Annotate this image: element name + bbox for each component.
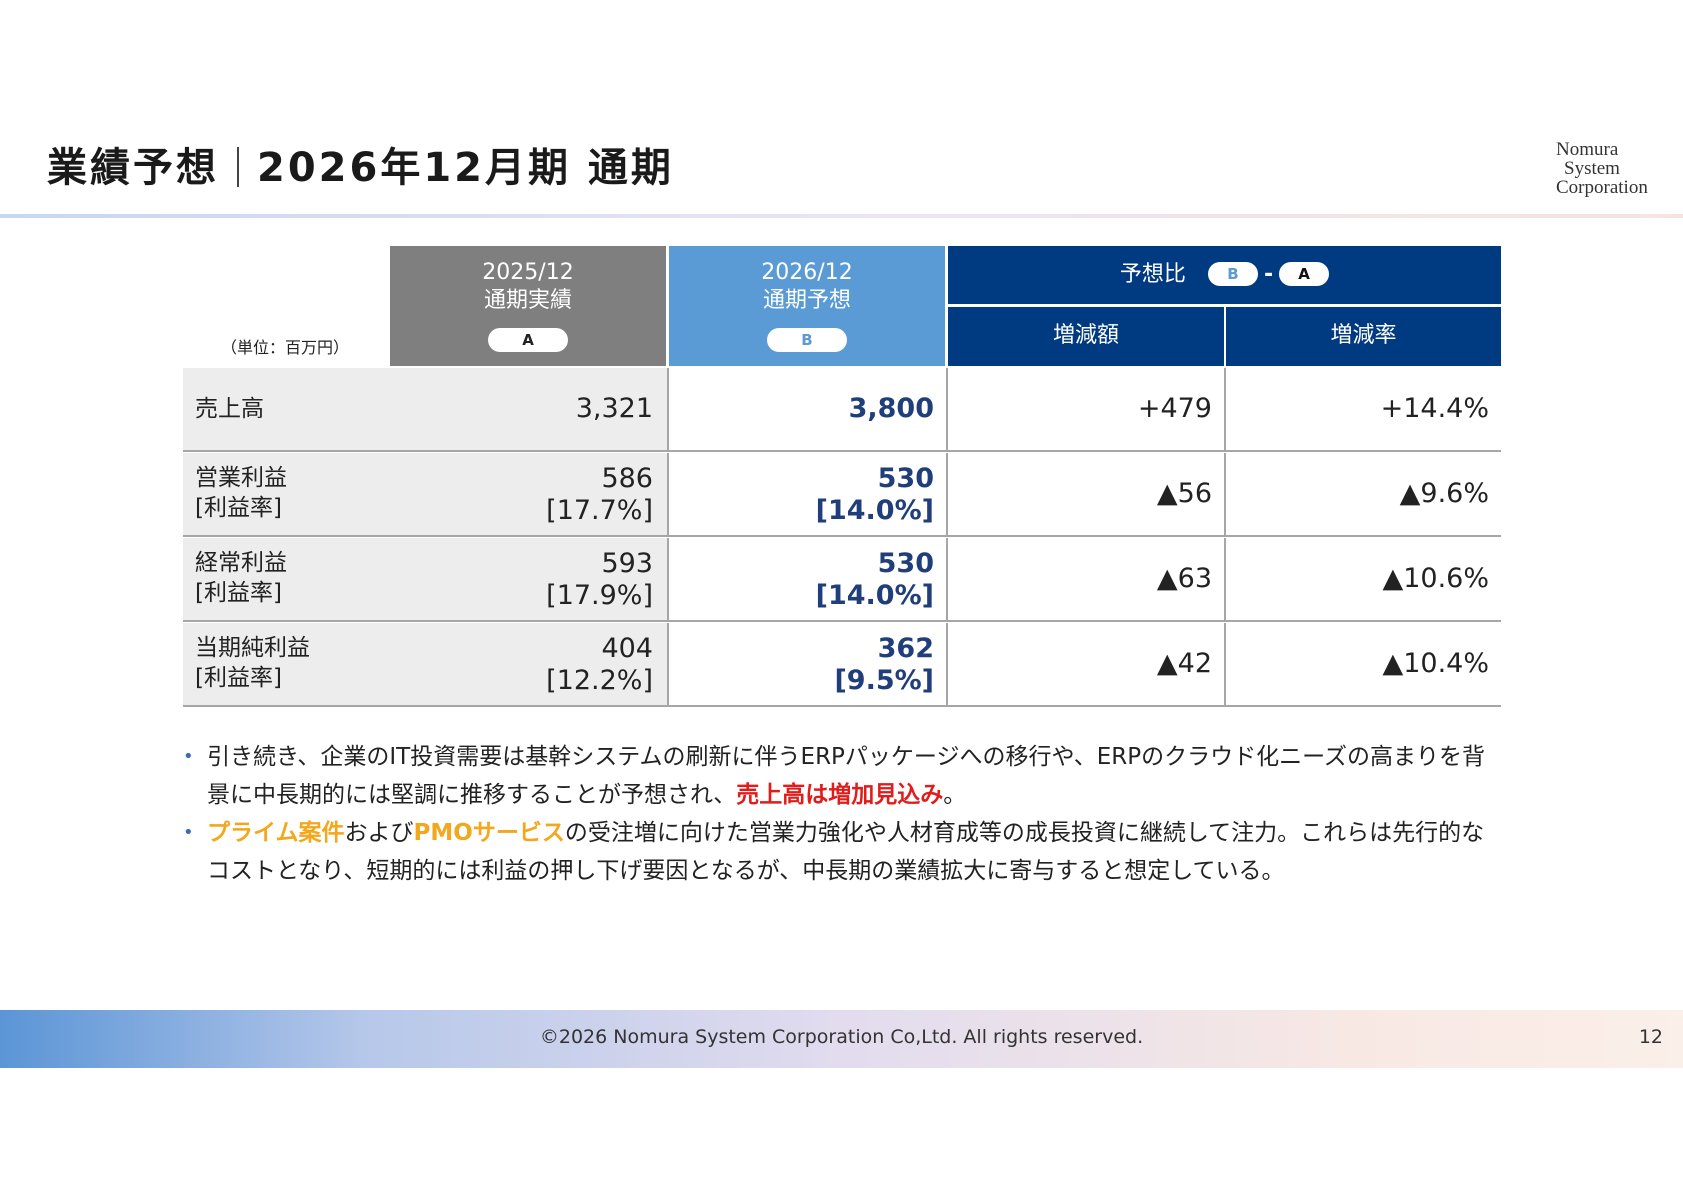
table-row: 売上高 3,321 3,800 +479 +14.4%: [183, 368, 1501, 452]
forecast-value: 530 [14.0%]: [669, 538, 948, 620]
row-label: 営業利益 [利益率]: [183, 453, 390, 535]
header-comparison-label: 予想比: [1119, 262, 1186, 287]
page-title-period: 2026年12月期 通期: [257, 145, 674, 191]
bullet-dot: •: [183, 746, 194, 767]
row-label-sub: [利益率]: [195, 580, 282, 606]
header-comparison: 予想比 B - A: [948, 246, 1501, 304]
change-rate: ▲9.6%: [1226, 453, 1501, 535]
bullet-text-end: 。: [943, 782, 967, 808]
comparison-dash: -: [1263, 262, 1274, 287]
bullet-text: 引き続き、企業のIT投資需要は基幹システムの刷新に伴うERPパッケージへの移行や…: [207, 744, 1485, 808]
actual-value: 404 [12.2%]: [390, 623, 669, 705]
header-forecast-2026: 2026/12 通期予想 B: [669, 246, 945, 366]
header-actual-period: 2025/12: [482, 260, 574, 285]
table-row: 当期純利益 [利益率] 404 [12.2%] 362 [9.5%] ▲42 ▲…: [183, 623, 1501, 707]
page-title: 業績予想 2026年12月期 通期: [47, 140, 674, 196]
bullet-highlight-orange: PMOサービス: [413, 820, 565, 846]
bullet-text: および: [344, 820, 414, 846]
header-actual-2025: 2025/12 通期実績 A: [390, 246, 666, 366]
change-amount: +479: [948, 368, 1226, 450]
comparison-tag-b: B: [1207, 262, 1258, 286]
forecast-value: 3,800: [669, 368, 948, 450]
row-label-sub: [利益率]: [195, 495, 282, 521]
forecast-amount: 362: [877, 633, 934, 664]
row-label: 経常利益 [利益率]: [183, 538, 390, 620]
forecast-margin: [14.0%]: [815, 495, 934, 526]
change-rate: +14.4%: [1226, 368, 1501, 450]
actual-margin: [12.2%]: [546, 665, 653, 696]
row-label: 売上高: [183, 368, 390, 450]
actual-amount: 586: [601, 463, 653, 494]
footer-bar: ©2026 Nomura System Corporation Co,Ltd. …: [0, 1010, 1683, 1068]
forecast-amount: 530: [877, 463, 934, 494]
change-rate: ▲10.6%: [1226, 538, 1501, 620]
tag-a-badge: A: [488, 328, 568, 352]
forecast-margin: [14.0%]: [815, 580, 934, 611]
bullet-dot: •: [183, 822, 194, 843]
actual-value: 593 [17.9%]: [390, 538, 669, 620]
change-amount: ▲63: [948, 538, 1226, 620]
title-separator: [237, 147, 239, 187]
header-forecast-period: 2026/12: [761, 260, 853, 285]
unit-label: （単位：百万円）: [221, 338, 350, 357]
change-rate: ▲10.4%: [1226, 623, 1501, 705]
bullet-highlight-orange: プライム案件: [207, 820, 345, 846]
company-logo: Nomura System Corporation: [1556, 140, 1666, 197]
actual-margin: [17.9%]: [546, 580, 653, 611]
bullet-highlight-red: 売上高は増加見込み: [736, 782, 944, 808]
table-row: 営業利益 [利益率] 586 [17.7%] 530 [14.0%] ▲56 ▲…: [183, 453, 1501, 537]
bullet-item: • 引き続き、企業のIT投資需要は基幹システムの刷新に伴うERPパッケージへの移…: [183, 738, 1503, 814]
comparison-tag-a: A: [1279, 262, 1330, 286]
actual-amount: 593: [601, 548, 653, 579]
header-change-rate-label: 増減率: [1330, 323, 1397, 348]
header-forecast-label: 通期予想: [762, 288, 851, 313]
row-label-main: 経常利益: [195, 550, 287, 576]
row-label: 当期純利益 [利益率]: [183, 623, 390, 705]
bullet-text-end: の受注増に向けた営業力強化や人材育成等の成長投資に継続して注力。これらは先行的な…: [207, 820, 1485, 884]
title-divider: [0, 214, 1683, 218]
table-row: 経常利益 [利益率] 593 [17.9%] 530 [14.0%] ▲63 ▲…: [183, 538, 1501, 622]
commentary-bullets: • 引き続き、企業のIT投資需要は基幹システムの刷新に伴うERPパッケージへの移…: [183, 738, 1503, 890]
forecast-value: 362 [9.5%]: [669, 623, 948, 705]
actual-value: 586 [17.7%]: [390, 453, 669, 535]
copyright-text: ©2026 Nomura System Corporation Co,Ltd. …: [539, 1026, 1144, 1048]
actual-margin: [17.7%]: [546, 495, 653, 526]
change-amount: ▲42: [948, 623, 1226, 705]
page-number: 12: [1638, 1026, 1663, 1048]
forecast-value: 530 [14.0%]: [669, 453, 948, 535]
logo-line-1: Nomura: [1556, 139, 1619, 160]
forecast-amount: 530: [877, 548, 934, 579]
bullet-item: • プライム案件およびPMOサービスの受注増に向けた営業力強化や人材育成等の成長…: [183, 814, 1503, 890]
header-change-rate: 増減率: [1226, 307, 1501, 366]
header-actual-label: 通期実績: [483, 288, 572, 313]
change-amount: ▲56: [948, 453, 1226, 535]
row-label-sub: [利益率]: [195, 665, 282, 691]
header-change-amount-label: 増減額: [1052, 323, 1119, 348]
header-change-amount: 増減額: [948, 307, 1224, 366]
tag-b-badge: B: [767, 328, 847, 352]
row-label-main: 営業利益: [195, 465, 287, 491]
page-title-main: 業績予想: [47, 145, 219, 191]
actual-value: 3,321: [390, 368, 669, 450]
forecast-margin: [9.5%]: [834, 665, 934, 696]
actual-amount: 404: [601, 633, 653, 664]
logo-line-2: System: [1564, 158, 1620, 179]
logo-line-3: Corporation: [1556, 177, 1648, 198]
row-label-main: 当期純利益: [195, 635, 310, 661]
